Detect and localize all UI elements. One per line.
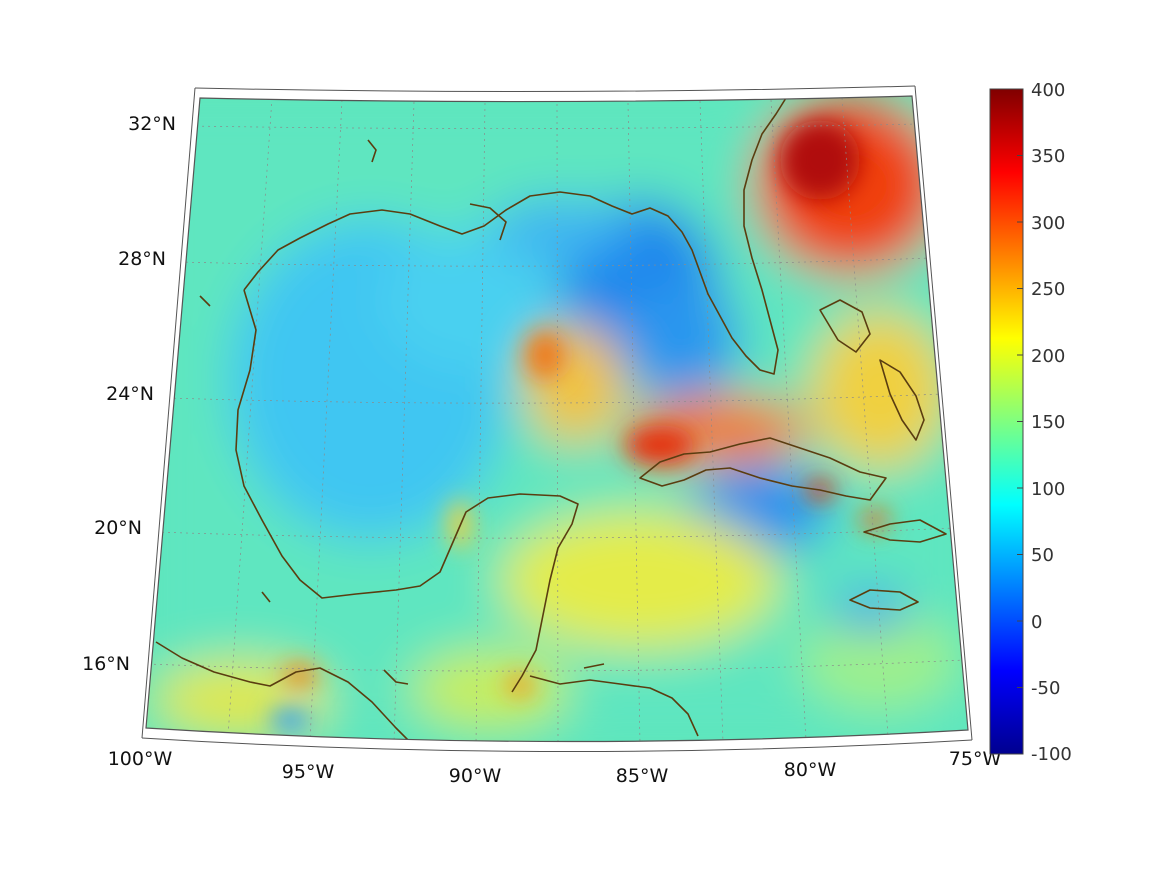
colorbar-label: -50 (1031, 678, 1060, 699)
longitude-labels: 100°W 95°W 90°W 85°W 80°W 75°W (108, 748, 1002, 787)
graticule (147, 97, 965, 742)
colorbar-label: 150 (1031, 412, 1065, 433)
lon-label-95: 95°W (282, 761, 335, 783)
lon-label-75: 75°W (949, 748, 1002, 770)
colorbar: 400 350 300 250 200 150 100 50 0 -50 -10… (989, 80, 1072, 765)
map-panel (141, 85, 973, 753)
colorbar-label: 200 (1031, 346, 1065, 367)
lat-label-16: 16°N (82, 653, 130, 675)
lat-label-20: 20°N (94, 517, 142, 539)
colorbar-label: 100 (1031, 479, 1065, 500)
latitude-labels: 32°N 28°N 24°N 20°N 16°N (82, 113, 176, 675)
lat-label-28: 28°N (118, 248, 166, 270)
lat-label-32: 32°N (128, 113, 176, 135)
lat-label-24: 24°N (106, 383, 154, 405)
colorbar-label: 350 (1031, 146, 1065, 167)
colorbar-label: 0 (1031, 612, 1042, 633)
coastlines (155, 97, 947, 742)
lon-label-100: 100°W (108, 748, 173, 770)
lon-label-85: 85°W (616, 765, 669, 787)
value-field (146, 96, 968, 742)
colorbar-label: 250 (1031, 279, 1065, 300)
colorbar-label: 300 (1031, 213, 1065, 234)
lon-label-80: 80°W (784, 759, 837, 781)
colorbar-ticks (1017, 88, 1023, 688)
colorbar-labels: 400 350 300 250 200 150 100 50 0 -50 -10… (1031, 80, 1072, 765)
lon-label-90: 90°W (449, 765, 502, 787)
colorbar-label: 400 (1031, 80, 1065, 101)
colorbar-label: -100 (1031, 744, 1072, 765)
colorbar-label: 50 (1031, 545, 1054, 566)
